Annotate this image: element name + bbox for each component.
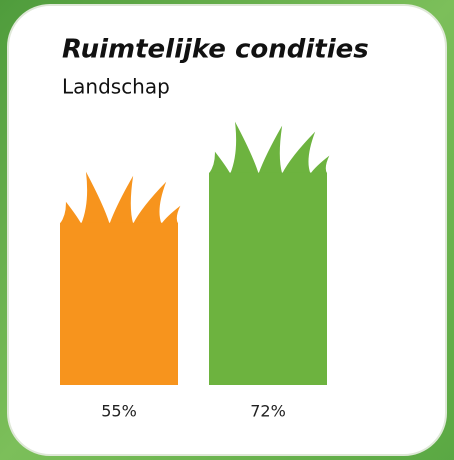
grass-tuft <box>209 121 330 174</box>
chart-title: Ruimtelijke condities <box>62 35 369 65</box>
bar <box>209 172 327 385</box>
value-label: 55% <box>101 402 137 421</box>
chart-subtitle: Landschap <box>62 75 170 99</box>
grass-tuft <box>60 171 181 224</box>
value-label: 72% <box>250 402 286 421</box>
bar <box>60 222 178 385</box>
